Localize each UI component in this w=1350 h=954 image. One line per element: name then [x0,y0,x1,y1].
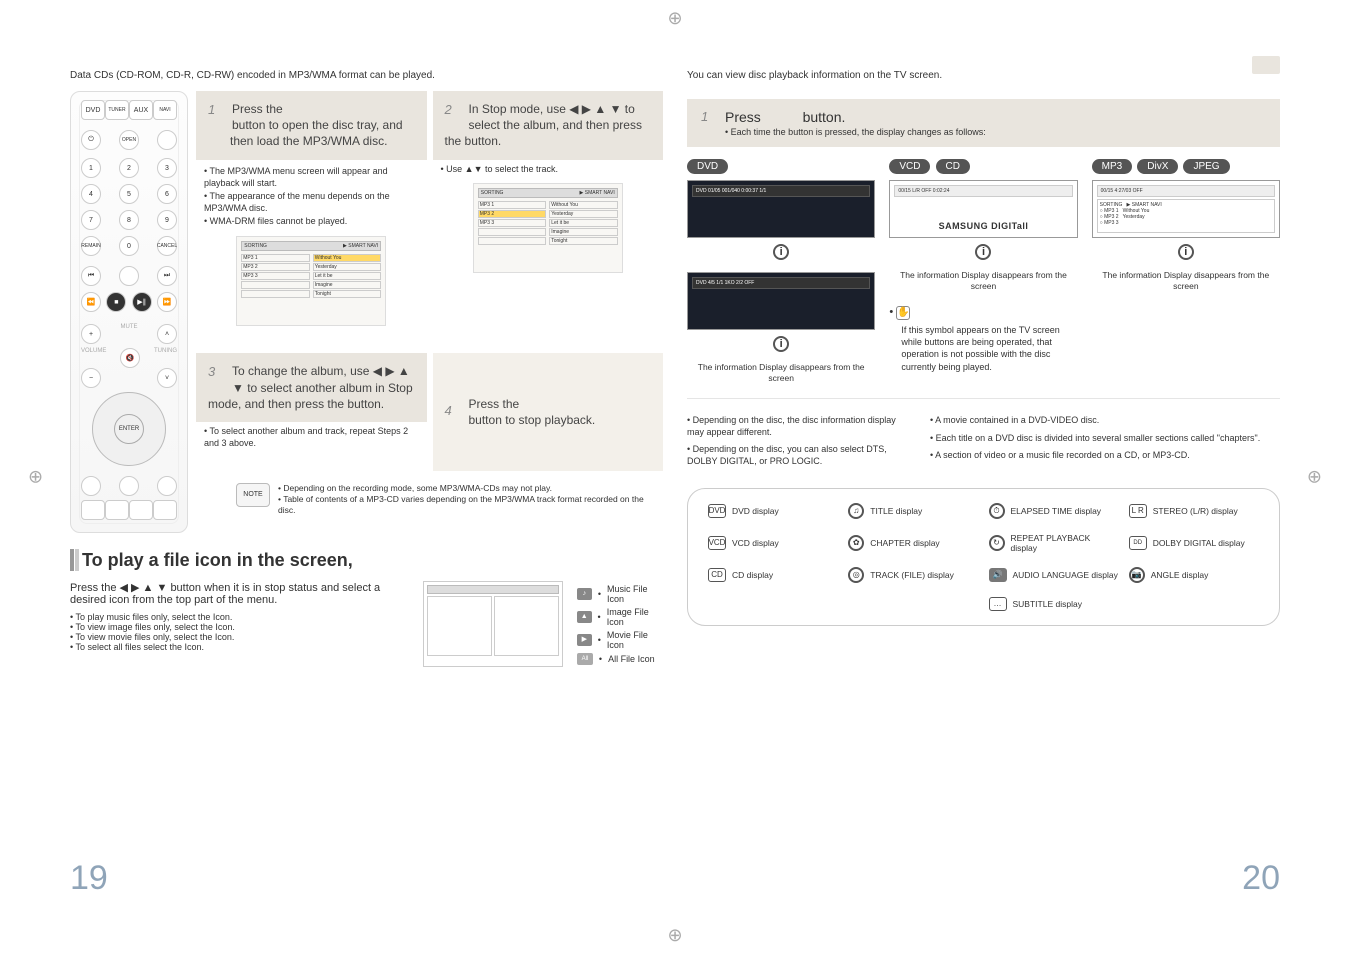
page-19: Data CDs (CD-ROM, CD-R, CD-RW) encoded i… [70,70,663,894]
ig-elapsed: ⏱ELAPSED TIME display [989,503,1119,519]
pill-cd: CD [936,159,970,174]
legend-image: ▲• Image File Icon [577,607,663,627]
depending-notes: Depending on the disc, the disc informat… [687,409,912,474]
crop-mark-top: ⊕ [667,8,682,29]
info-icon: i [773,336,789,352]
mini-screenshot-1: SORTING ▶ SMART NAVI MP3 1Without You MP… [236,236,386,326]
hand-icon: ✋ [896,306,910,320]
tv-shot-mp3: 00/15 4:27/03 OFF SORTING ▶ SMART NAVI ○… [1092,180,1280,238]
mini-screenshot-2: SORTING ▶ SMART NAVI MP3 1Without You MP… [473,183,623,273]
pill-jpeg: JPEG [1183,159,1229,174]
section-heading: To play a file icon in the screen, [70,549,663,571]
right-intro: You can view disc playback information o… [687,70,1280,81]
note-icon: NOTE [236,483,270,507]
step-1-tail: button to open the disc tray, and then l… [208,117,415,149]
ig-title: ♫TITLE display [848,503,978,519]
mini-screenshot-3 [423,581,563,667]
intro-text: Data CDs (CD-ROM, CD-R, CD-RW) encoded i… [70,70,663,81]
page-number-19: 19 [70,859,108,898]
caption-dvd: The information Display disappears from … [687,362,875,384]
step-1-card: 1 Press the button to open the disc tray… [196,91,427,160]
file-icon-instructions: Press the ◀ ▶ ▲ ▼ button when it is in s… [70,581,411,652]
definition-list: A movie contained in a DVD-VIDEO disc. E… [930,409,1280,474]
vcd-cd-col: VCD CD 00/15 L/R OFF 0:02:24 SAMSUNG DIG… [889,159,1077,384]
legend-movie: ▶• Movie File Icon [577,630,663,650]
step-1-lead: Press the [232,102,283,116]
page-number-20: 20 [1242,859,1280,898]
crop-mark-right: ⊕ [1307,467,1322,488]
caption-mp3: The information Display disappears from … [1092,270,1280,292]
ig-angle: 📷ANGLE display [1129,567,1259,583]
step-3-card: 3 To change the album, use ◀ ▶ ▲ ▼ to se… [196,353,427,422]
ig-stereo: L RSTEREO (L/R) display [1129,503,1259,519]
info-icon: i [1178,244,1194,260]
mp3-col: MP3 DivX JPEG 00/15 4:27/03 OFF SORTING … [1092,159,1280,384]
ig-dolby: DDDOLBY DIGITAL display [1129,533,1259,553]
remote-illustration: DVDTUNERAUXNAVI ⏻OPEN 123 456 789 REMAIN… [70,91,188,533]
ig-chapter: ✿CHAPTER display [848,533,978,553]
caption-vcd: The information Display disappears from … [889,270,1077,292]
ig-vcd: VCDVCD display [708,533,838,553]
info-icon: i [975,244,991,260]
hand-note: If this symbol appears on the TV screen … [889,320,1077,379]
disc-display-row: DVD DVD 01/05 001/040 0:00:37 1/1 i DVD … [687,159,1280,384]
pill-dvd: DVD [687,159,728,174]
note-block: NOTE • Depending on the recording mode, … [196,477,663,516]
dvd-col: DVD DVD 01/05 001/040 0:00:37 1/1 i DVD … [687,159,875,384]
tab-marker [1252,56,1280,74]
pill-divx: DivX [1137,159,1178,174]
page-20: You can view disc playback information o… [687,70,1280,894]
page-spread: Data CDs (CD-ROM, CD-R, CD-RW) encoded i… [70,70,1280,894]
crop-mark-bottom: ⊕ [667,925,682,946]
ig-repeat: ↻REPEAT PLAYBACK display [989,533,1119,553]
ig-dvd: DVDDVD display [708,503,838,519]
step-1-notes: The MP3/WMA menu screen will appear and … [196,160,427,233]
display-icon-grid: DVDDVD display ♫TITLE display ⏱ELAPSED T… [687,488,1280,626]
pill-mp3: MP3 [1092,159,1133,174]
legend-all: All• All File Icon [577,653,663,665]
step-3-note: • To select another album and track, rep… [196,422,427,453]
ig-subtitle: …SUBTITLE display [989,597,1119,611]
step-2-card: 2 In Stop mode, use ◀ ▶ ▲ ▼ to select th… [433,91,664,160]
legend-box: ♪• Music File Icon ▲• Image File Icon ▶•… [423,581,663,673]
step-2-note: • Use ▲▼ to select the track. [433,160,664,180]
press-info-box: 1 Press button. • Each time the button i… [687,99,1280,147]
step-4-card: 4 Press thebutton to stop playback. [433,353,664,470]
ig-cd: CDCD display [708,567,838,583]
ig-audio: 🔊AUDIO LANGUAGE display [989,567,1119,583]
step-2-text: In Stop mode, use ◀ ▶ ▲ ▼ to select the … [445,102,642,148]
tv-shot-vcd: 00/15 L/R OFF 0:02:24 SAMSUNG DIGITall [889,180,1077,238]
ig-track: ◎TRACK (FILE) display [848,567,978,583]
tv-shot-dvd-2: DVD 4/5 1/1 1KO 2/2 OFF [687,272,875,330]
tv-shot-dvd-1: DVD 01/05 001/040 0:00:37 1/1 [687,180,875,238]
info-icon: i [773,244,789,260]
legend-music: ♪• Music File Icon [577,584,663,604]
step-3-text: To change the album, use ◀ ▶ ▲ ▼ to sele… [208,364,413,410]
pill-vcd: VCD [889,159,930,174]
crop-mark-left: ⊕ [28,467,43,488]
